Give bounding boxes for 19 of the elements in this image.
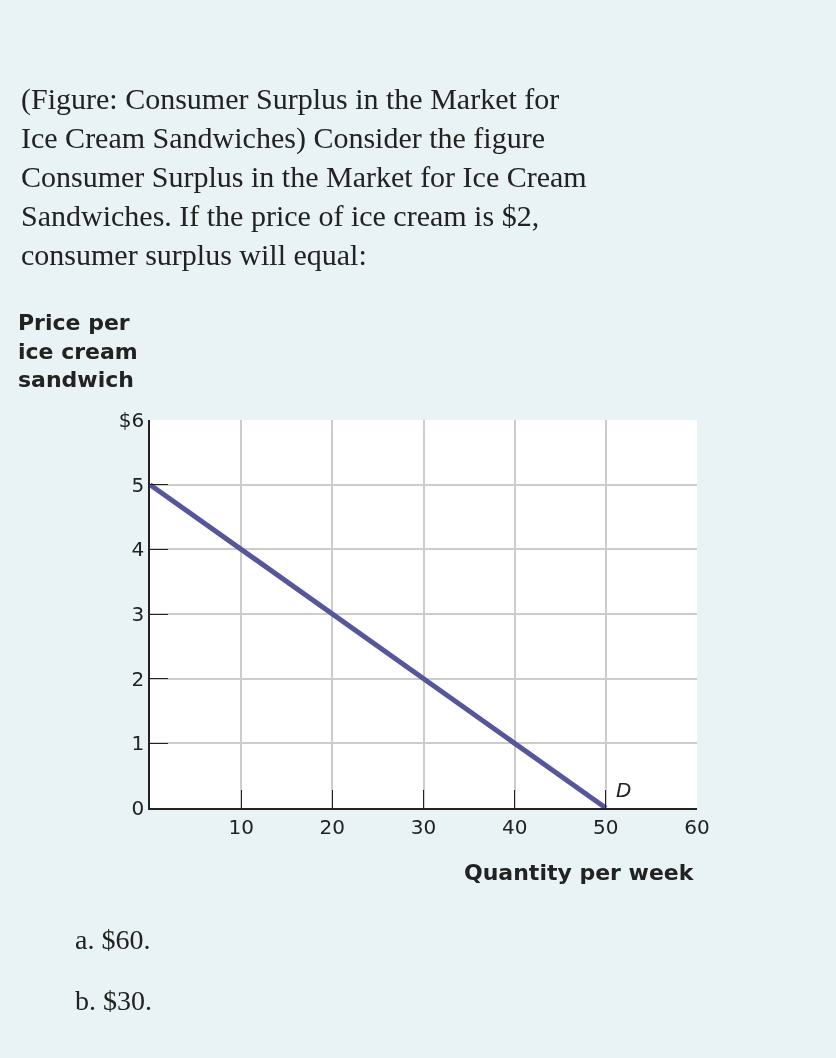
y-tick-label: 0 <box>131 796 145 820</box>
y-tick-label: 3 <box>131 602 145 626</box>
x-tick-label: 10 <box>228 814 254 839</box>
chart-title: (Figure: Consumer Surplus in the Market for Ice Cream Sandwiches) Consider the figure Consumer Surplus in the Market for Ice Cream Sandwiches. If the price of ice cream is $2, consumer surplus will equal: <box>21 82 587 271</box>
x-axis-title: Quantity per week <box>464 860 695 885</box>
x-tick-label: 60 <box>684 814 710 839</box>
y-tick-label: 5 <box>131 472 145 497</box>
y-axis-title: Price per ice cream sandwich <box>18 310 138 393</box>
text: b. $30. <box>75 985 152 1016</box>
y-tick-label: 4 <box>131 537 145 562</box>
x-tick-label: 40 <box>501 814 528 839</box>
y-tick-label: 1 <box>131 731 145 756</box>
text: a. $60. <box>75 924 151 955</box>
annotation: D <box>616 778 632 802</box>
x-tick-label: 20 <box>319 814 346 839</box>
y-tick-label: $6 <box>118 408 145 432</box>
x-tick-label: 30 <box>410 814 437 839</box>
y-tick-label: 2 <box>131 666 145 691</box>
x-tick-label: 50 <box>593 814 619 839</box>
